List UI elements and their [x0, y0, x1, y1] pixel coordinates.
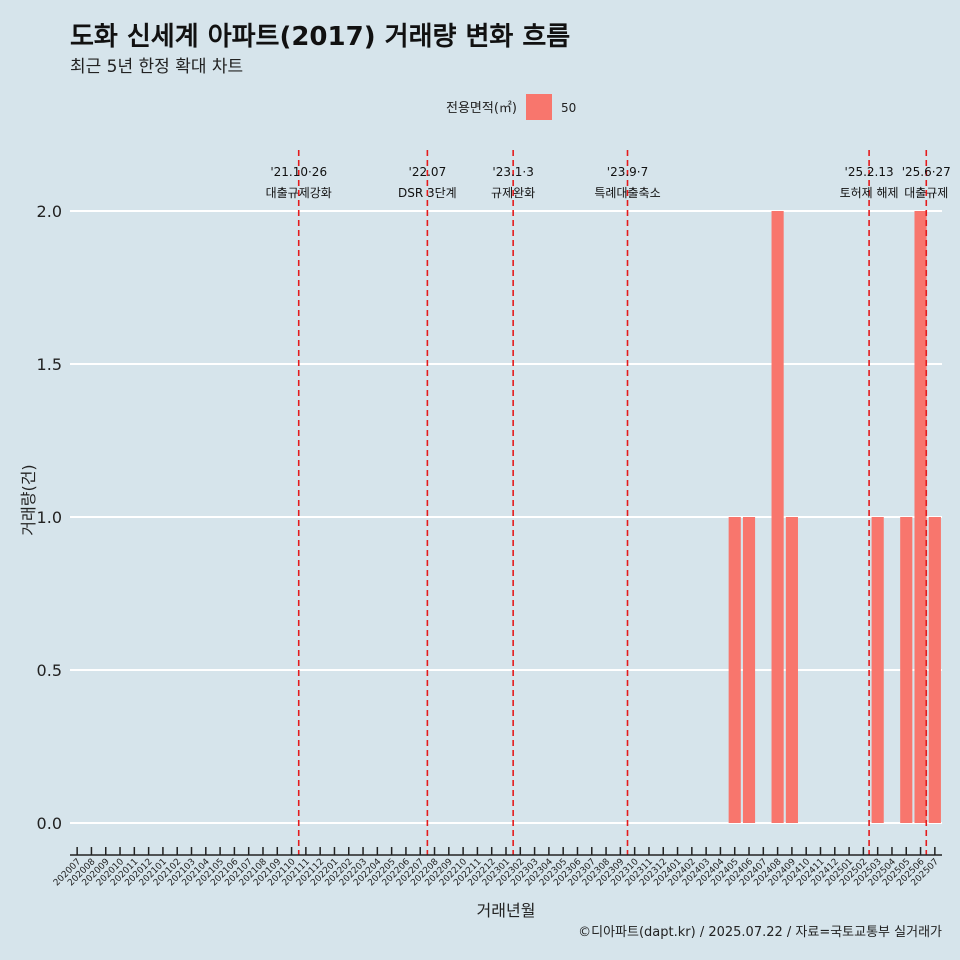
y-tick-label: 2.0: [37, 202, 62, 221]
bar: [900, 517, 913, 823]
event-name-label: DSR 3단계: [398, 186, 457, 200]
event-name-label: 특례대출축소: [594, 186, 660, 200]
event-date-label: '21.10·26: [270, 165, 327, 179]
bar: [914, 211, 927, 823]
legend-title: 전용면적(㎡): [446, 101, 517, 116]
source-caption: ©디아파트(dapt.kr) / 2025.07.22 / 자료=국토교통부 실…: [578, 925, 942, 940]
y-tick-label: 1.5: [37, 355, 62, 374]
legend-label: 50: [561, 101, 576, 115]
event-name-label: 대출규제: [904, 186, 948, 200]
bar: [728, 517, 741, 823]
event-name-label: 규제완화: [491, 186, 535, 200]
event-date-label: '22.07: [409, 165, 447, 179]
y-axis-title: 거래량(건): [19, 464, 38, 535]
y-tick-label: 1.0: [37, 508, 62, 527]
event-date-label: '23.1·3: [492, 165, 533, 179]
chart-subtitle: 최근 5년 한정 확대 차트: [70, 57, 244, 77]
chart-title: 도화 신세계 아파트(2017) 거래량 변화 흐름: [70, 22, 571, 52]
y-tick-label: 0.0: [37, 814, 62, 833]
event-date-label: '25.2.13: [845, 165, 894, 179]
event-date-label: '23.9·7: [607, 165, 648, 179]
x-axis-title: 거래년월: [477, 901, 536, 920]
y-tick-label: 0.5: [37, 661, 62, 680]
event-date-label: '25.6·27: [902, 165, 951, 179]
bar: [771, 211, 784, 823]
event-name-label: 토허제 해제: [840, 186, 899, 200]
legend-swatch: [526, 94, 552, 120]
bar: [928, 517, 941, 823]
bar: [742, 517, 756, 823]
event-name-label: 대출규제강화: [266, 186, 332, 200]
bar: [785, 517, 798, 823]
bar: [871, 517, 884, 823]
